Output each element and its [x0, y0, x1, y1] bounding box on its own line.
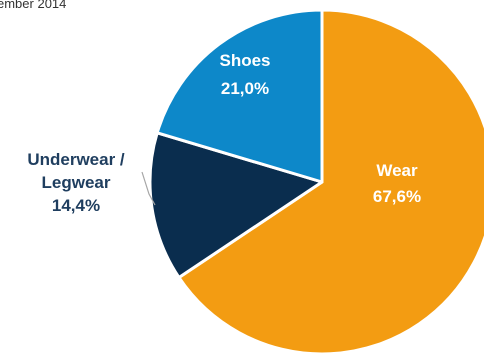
chart-title: ember 2014 — [0, 0, 67, 11]
leader-line-underwear-legwear — [141, 171, 156, 206]
data-label-shoes-value: 21,0% — [221, 79, 269, 98]
data-label-underwear-legwear-value: 14,4% — [52, 196, 100, 215]
pie-slice-shoes — [155, 8, 324, 184]
data-label-underwear-legwear-name: Legwear — [42, 173, 111, 192]
data-label-shoes-name: Shoes — [219, 51, 270, 70]
data-label-wear-value: 67,6% — [373, 187, 421, 206]
data-label-underwear-legwear-name: Underwear / — [27, 150, 125, 169]
pie-slice-wear — [177, 8, 484, 353]
data-label-wear-name: Wear — [376, 161, 418, 180]
pie-slice-underwear-legwear — [148, 131, 324, 280]
